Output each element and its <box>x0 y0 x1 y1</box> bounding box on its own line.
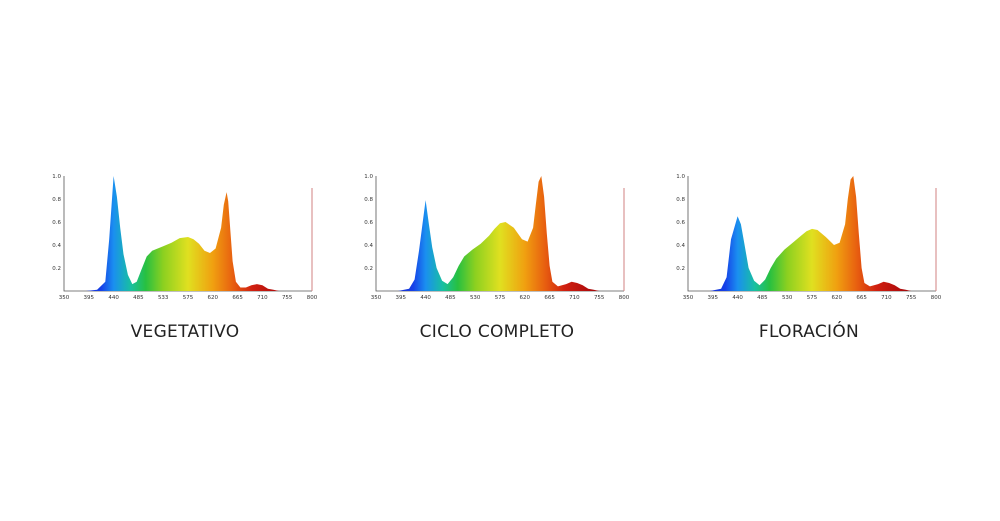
x-tick-label: 575 <box>807 295 818 301</box>
x-tick-label: 620 <box>832 295 843 301</box>
x-tick-label: 755 <box>906 295 917 301</box>
x-tick-label: 710 <box>257 295 268 301</box>
y-tick-label: 0.4 <box>52 243 61 249</box>
y-tick-label: 1.0 <box>52 174 61 180</box>
chart-caption-floracion: FLORACIÓN <box>758 322 860 342</box>
x-tick-label: 350 <box>683 295 694 301</box>
y-tick-label: 0.8 <box>676 197 685 203</box>
x-tick-label: 530 <box>470 295 481 301</box>
spectrum-area <box>64 176 312 291</box>
y-tick-label: 0.2 <box>52 266 61 272</box>
x-tick-label: 350 <box>371 295 382 301</box>
x-tick-label: 755 <box>282 295 293 301</box>
spectrum-area <box>376 176 624 291</box>
y-tick-label: 0.6 <box>52 220 61 226</box>
y-tick-label: 1.0 <box>364 174 373 180</box>
y-tick-label: 0.4 <box>676 243 685 249</box>
spectrum-chart-vegetativo: 0.2 0.4 0.6 0.8 1.0 350 395 440 485 533 575 620 665 7… <box>52 174 318 301</box>
x-tick-label: 485 <box>133 295 144 301</box>
x-tick-label: 800 <box>619 295 630 301</box>
x-tick-label: 620 <box>208 295 219 301</box>
x-tick-label: 710 <box>569 295 580 301</box>
x-tick-label: 575 <box>183 295 194 301</box>
spectrum-area <box>688 176 936 291</box>
y-tick-label: 1.0 <box>676 174 685 180</box>
x-tick-label: 485 <box>445 295 456 301</box>
x-tick-label: 440 <box>108 295 119 301</box>
spectrum-chart-floracion: 0.2 0.4 0.6 0.8 1.0 350 395 440 485 530 575 620 665 7… <box>676 174 942 301</box>
y-tick-label: 0.6 <box>364 220 373 226</box>
x-tick-label: 350 <box>59 295 70 301</box>
x-tick-label: 440 <box>420 295 431 301</box>
x-tick-label: 395 <box>396 295 407 301</box>
x-tick-label: 440 <box>732 295 743 301</box>
y-tick-label: 0.6 <box>676 220 685 226</box>
x-tick-label: 755 <box>594 295 605 301</box>
chart-panel-floracion: 0.2 0.4 0.6 0.8 1.0 350 395 440 485 530 575 620 665 7… <box>674 170 944 350</box>
y-tick-label: 0.4 <box>364 243 373 249</box>
x-tick-label: 485 <box>757 295 768 301</box>
chart-caption-vegetativo: VEGETATIVO <box>130 322 240 342</box>
y-tick-label: 0.8 <box>52 197 61 203</box>
x-tick-label: 665 <box>232 295 243 301</box>
x-tick-label: 800 <box>931 295 942 301</box>
x-tick-label: 395 <box>708 295 719 301</box>
y-tick-label: 0.2 <box>364 266 373 272</box>
x-tick-label: 665 <box>856 295 867 301</box>
x-tick-label: 533 <box>158 295 169 301</box>
x-tick-label: 620 <box>520 295 531 301</box>
y-tick-label: 0.2 <box>676 266 685 272</box>
x-tick-label: 395 <box>84 295 95 301</box>
x-tick-label: 800 <box>307 295 318 301</box>
x-tick-label: 665 <box>544 295 555 301</box>
chart-panel-vegetativo: 0.2 0.4 0.6 0.8 1.0 350 395 440 485 533 575 620 665 7… <box>50 170 320 350</box>
x-tick-label: 575 <box>495 295 506 301</box>
x-tick-label: 530 <box>782 295 793 301</box>
y-tick-label: 0.8 <box>364 197 373 203</box>
chart-panel-ciclo-completo: 0.2 0.4 0.6 0.8 1.0 350 395 440 485 530 575 620 665 7… <box>362 170 632 350</box>
x-tick-label: 710 <box>881 295 892 301</box>
chart-caption-ciclo-completo: CICLO COMPLETO <box>419 322 575 342</box>
spectrum-chart-ciclo-completo: 0.2 0.4 0.6 0.8 1.0 350 395 440 485 530 575 620 665 7… <box>364 174 630 301</box>
